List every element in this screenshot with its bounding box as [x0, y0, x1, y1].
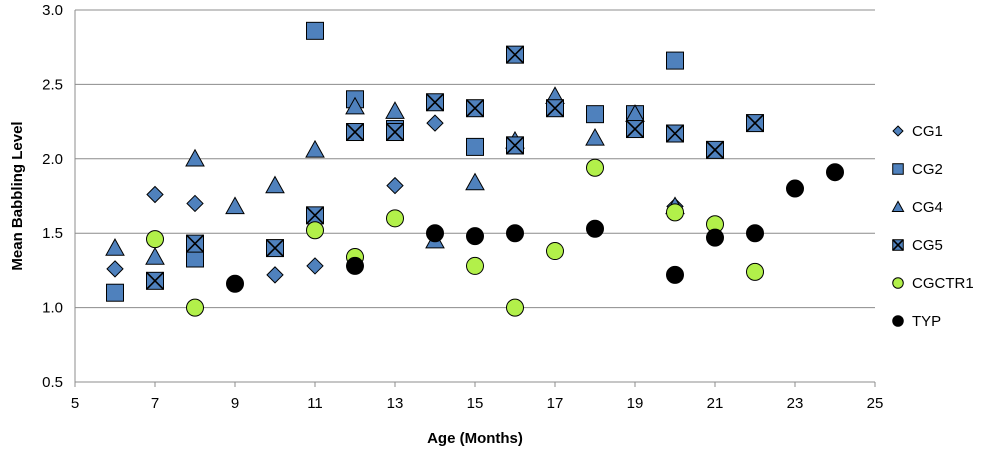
point-cg5: [305, 206, 325, 225]
y-tick-label: 1.5: [42, 225, 63, 242]
point-cg5: [425, 93, 445, 112]
x-tick-label: 19: [627, 395, 644, 412]
point-cg2: [306, 21, 324, 40]
point-typ: [346, 256, 364, 275]
point-cg4: [185, 148, 205, 167]
point-cg4: [265, 175, 285, 194]
point-cg1: [146, 185, 164, 204]
point-cgctr1: [386, 209, 404, 228]
axes: [74, 10, 876, 387]
point-cgctr1: [146, 230, 164, 249]
point-cg2: [586, 105, 604, 124]
y-tick-labels: 0.5 1.0 1.5 2.0 2.5 3.0: [42, 2, 63, 391]
point-cg4: [145, 246, 165, 265]
point-cg5: [505, 136, 525, 155]
point-cgctr1: [186, 298, 204, 317]
legend-marker-typ: [892, 315, 904, 327]
point-cg1: [266, 266, 284, 284]
legend-marker-cg1: [892, 125, 904, 137]
point-cg5: [385, 122, 405, 142]
point-cg4: [585, 127, 605, 146]
point-cg5: [145, 271, 165, 290]
point-cg1: [386, 176, 404, 195]
legend-label-typ: TYP: [912, 313, 941, 330]
x-tick-label: 7: [151, 395, 159, 412]
x-tick-label: 25: [867, 395, 884, 412]
point-cg1: [186, 194, 204, 213]
y-tick-label: 0.5: [42, 374, 63, 391]
point-cg5: [665, 124, 685, 143]
point-typ: [746, 224, 764, 243]
point-typ: [666, 265, 684, 284]
point-cgctr1: [306, 221, 324, 240]
point-cg4: [465, 172, 485, 191]
point-cgctr1: [746, 262, 764, 281]
point-cg4: [105, 238, 125, 256]
point-typ: [786, 179, 804, 198]
point-cgctr1: [666, 203, 684, 222]
point-cg5: [465, 99, 485, 118]
point-typ: [506, 224, 524, 243]
x-tick-label: 11: [307, 395, 323, 412]
point-cg5: [705, 140, 725, 159]
point-typ: [466, 227, 484, 246]
point-cg5: [505, 45, 525, 64]
point-cg4: [305, 139, 325, 158]
x-tick-label: 23: [787, 395, 804, 412]
y-tick-label: 2.0: [42, 151, 63, 168]
y-axis-title: Mean Babbling Level: [9, 121, 26, 270]
x-tick-label: 13: [387, 395, 404, 412]
x-tick-label: 9: [231, 395, 239, 412]
legend-label-cg4: CG4: [912, 199, 943, 216]
data-points: [105, 21, 844, 317]
x-tick-label: 21: [707, 395, 724, 412]
point-cgctr1: [586, 158, 604, 177]
point-cg4: [385, 101, 405, 119]
legend-label-cg5: CG5: [912, 237, 943, 254]
y-tick-label: 2.5: [42, 76, 63, 93]
point-cg1: [426, 114, 444, 132]
point-cg5: [265, 239, 285, 258]
point-cg1: [106, 260, 124, 278]
legend-label-cg1: CG1: [912, 123, 943, 140]
point-cg4: [345, 96, 365, 115]
y-tick-label: 3.0: [42, 2, 63, 19]
legend-label-cgctr1: CGCTR1: [912, 275, 974, 292]
legend: CG1 CG2 CG4 CG5 CGCTR1 TYP: [891, 123, 974, 330]
point-cg5: [625, 119, 645, 139]
y-tick-label: 1.0: [42, 300, 63, 317]
x-tick-label: 17: [547, 395, 564, 412]
point-cg5: [185, 234, 205, 253]
point-typ: [826, 163, 844, 182]
legend-marker-cgctr1: [892, 277, 904, 289]
point-cg2: [106, 283, 124, 302]
legend-marker-cg5: [892, 239, 904, 251]
point-cg5: [745, 114, 765, 133]
point-cg4: [225, 196, 245, 215]
legend-marker-cg4: [891, 200, 905, 212]
point-cg2: [666, 51, 684, 70]
point-typ: [586, 219, 604, 238]
point-cg2: [466, 137, 484, 156]
legend-label-cg2: CG2: [912, 161, 943, 178]
x-tick-label: 5: [71, 395, 79, 412]
x-tick-labels: 5 7 9 11 13 15 17 19 21 23 25: [71, 395, 884, 412]
x-tick-label: 15: [467, 395, 484, 412]
legend-marker-cg2: [892, 163, 904, 175]
point-cg5: [545, 99, 565, 118]
x-axis-title: Age (Months): [427, 430, 523, 447]
point-typ: [226, 274, 244, 293]
point-cgctr1: [506, 298, 524, 317]
point-cg5: [345, 122, 365, 142]
point-cg1: [306, 257, 324, 275]
point-cgctr1: [466, 256, 484, 275]
point-cgctr1: [546, 242, 564, 261]
point-typ: [426, 224, 444, 243]
point-typ: [706, 228, 724, 247]
